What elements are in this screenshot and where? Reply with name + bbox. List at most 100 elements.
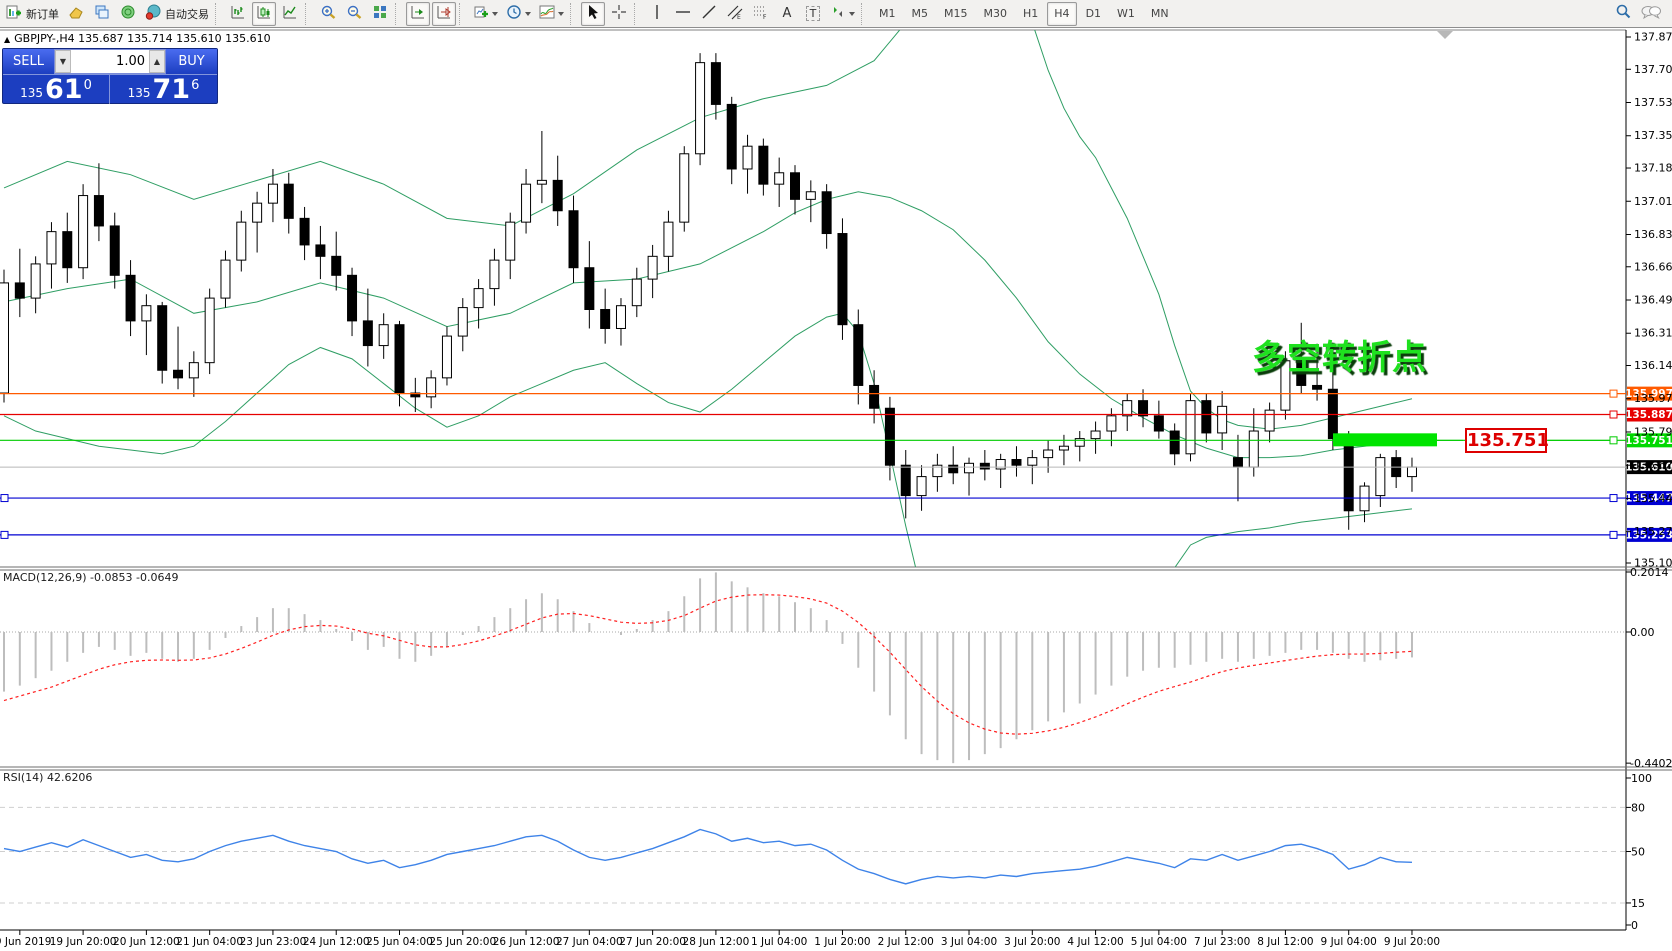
- zoom-out-button[interactable]: [342, 2, 366, 26]
- candle-body: [157, 305, 168, 371]
- windows-button[interactable]: [90, 2, 114, 26]
- x-axis-label: 9 Jul 04:00: [1321, 936, 1377, 948]
- hline-marker[interactable]: [1609, 494, 1618, 503]
- y-axis-tick-label: 136.145: [1634, 359, 1672, 372]
- candle-body: [979, 462, 990, 470]
- candle-body: [1201, 400, 1212, 434]
- equidistant-channel-button[interactable]: E: [723, 2, 747, 26]
- candle-body: [236, 221, 247, 261]
- x-axis-label: 3 Jul 20:00: [1004, 936, 1060, 948]
- chart-annotation-text[interactable]: 多空转折点: [1252, 338, 1427, 378]
- highlight-zone[interactable]: [1333, 433, 1437, 447]
- candle-body: [1106, 415, 1117, 432]
- volume-decrease-button[interactable]: ▼: [55, 50, 71, 73]
- timeframe-m15-button[interactable]: M15: [944, 7, 968, 20]
- hline-marker[interactable]: [1609, 389, 1618, 398]
- vertical-line-button[interactable]: [645, 2, 669, 26]
- period-button[interactable]: [503, 2, 534, 26]
- bar-chart-button[interactable]: [226, 2, 250, 26]
- line-chart-button[interactable]: [278, 2, 302, 26]
- dropdown-caret-icon: [525, 11, 531, 16]
- candle-body: [378, 324, 389, 347]
- candle-body: [315, 244, 326, 257]
- rsi-axis-label: 50: [1631, 846, 1645, 859]
- volume-increase-button[interactable]: ▲: [149, 50, 165, 73]
- profile-button[interactable]: [64, 2, 88, 26]
- fibonacci-icon: F: [753, 4, 769, 24]
- indicators-button[interactable]: [536, 2, 567, 26]
- toolbar: 新订单 自动交易: [0, 0, 1672, 28]
- new-chart-button[interactable]: [470, 2, 501, 26]
- axis-price-label: 135.997: [1625, 388, 1672, 400]
- candle-body: [774, 172, 785, 185]
- candle-body: [884, 407, 895, 466]
- text-label-button[interactable]: T: [801, 2, 825, 26]
- trendline-button[interactable]: [697, 2, 721, 26]
- timeframe-h1-button[interactable]: H1: [1023, 7, 1039, 20]
- crosshair-button[interactable]: [607, 2, 631, 26]
- y-axis-tick-label: 137.010: [1634, 195, 1672, 208]
- hline-marker[interactable]: [1609, 530, 1618, 539]
- candle-body: [14, 282, 25, 299]
- buy-price[interactable]: 135 71 6: [110, 75, 217, 104]
- x-axis-label: 26 Jun 12:00: [493, 936, 560, 948]
- chat-button[interactable]: [1637, 2, 1665, 26]
- volume-input[interactable]: 1.00: [116, 54, 145, 69]
- cursor-button[interactable]: [581, 1, 605, 26]
- search-button[interactable]: [1611, 2, 1635, 26]
- auto-trading-button[interactable]: 自动交易: [142, 2, 212, 26]
- sell-button[interactable]: SELL: [3, 49, 54, 74]
- horizontal-line-button[interactable]: [671, 2, 695, 26]
- timeframe-mn-button[interactable]: MN: [1150, 7, 1169, 20]
- sell-price[interactable]: 135 61 0: [3, 75, 110, 104]
- price-tag-box[interactable]: 135.751: [1465, 428, 1549, 453]
- expand-triangle-icon[interactable]: ▲: [4, 35, 11, 44]
- y-axis-tick-label: 135.270: [1634, 525, 1672, 538]
- x-axis-label: 8 Jul 12:00: [1257, 936, 1313, 948]
- candlestick-chart-button[interactable]: [252, 1, 276, 26]
- x-axis-label: 3 Jul 04:00: [941, 936, 997, 948]
- chart-shift-button[interactable]: [432, 1, 456, 26]
- horizontal-line-icon: [675, 4, 691, 24]
- hline-marker[interactable]: [0, 494, 9, 503]
- candle-body: [347, 274, 358, 322]
- sell-price-big: 61: [45, 74, 83, 105]
- zoom-in-button[interactable]: [316, 2, 340, 26]
- auto-trading-label: 自动交易: [165, 7, 209, 21]
- cascade-windows-icon: [94, 4, 110, 24]
- candle-body: [173, 369, 184, 379]
- hline-marker[interactable]: [0, 530, 9, 539]
- auto-scroll-button[interactable]: [406, 1, 430, 26]
- y-axis-tick-label: 135.445: [1634, 492, 1672, 505]
- tile-windows-button[interactable]: [368, 2, 392, 26]
- x-axis-label: 4 Jul 12:00: [1067, 936, 1123, 948]
- candle-body: [426, 377, 437, 398]
- candle-body: [362, 320, 373, 347]
- macd-axis-label: 0.2014: [1630, 566, 1669, 579]
- new-order-button[interactable]: 新订单: [3, 2, 62, 26]
- timeframe-w1-button[interactable]: W1: [1117, 7, 1135, 20]
- hline-marker[interactable]: [1609, 410, 1618, 419]
- axis-price-label: 135.447: [1625, 493, 1672, 505]
- hline-marker[interactable]: [1609, 436, 1618, 445]
- fibonacci-button[interactable]: F: [749, 2, 773, 26]
- candle-body: [1280, 360, 1291, 411]
- y-axis-tick-label: 137.530: [1634, 96, 1672, 109]
- buy-button[interactable]: BUY: [166, 49, 217, 74]
- chart-shift-marker[interactable]: [1437, 31, 1453, 39]
- timeframe-h4-button[interactable]: H4: [1047, 1, 1077, 26]
- text-tool-button[interactable]: A: [775, 2, 799, 26]
- market-watch-button[interactable]: [116, 2, 140, 26]
- x-axis-label: 25 Jun 20:00: [429, 936, 496, 948]
- timeframe-m5-button[interactable]: M5: [911, 7, 929, 20]
- toolbar-separator: [459, 2, 467, 25]
- x-axis-label: 19 Jun 2019: [0, 936, 51, 948]
- y-axis-tick-label: 137.185: [1634, 162, 1672, 175]
- arrows-button[interactable]: [827, 2, 858, 26]
- timeframe-m1-button[interactable]: M1: [879, 7, 896, 20]
- timeframe-d1-button[interactable]: D1: [1085, 7, 1102, 20]
- candle-body: [584, 267, 595, 310]
- timeframe-m30-button[interactable]: M30: [983, 7, 1008, 20]
- rsi-pane-label: RSI(14) 42.6206: [3, 771, 93, 784]
